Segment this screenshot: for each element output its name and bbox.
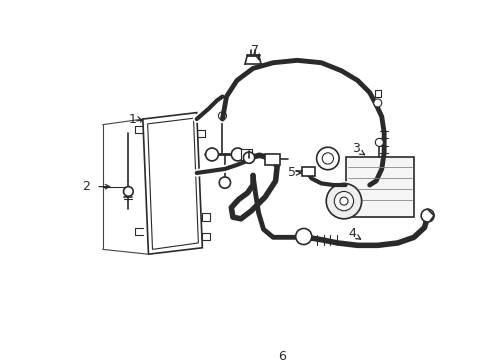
Text: 4: 4 [348, 227, 356, 240]
Text: 2: 2 [83, 180, 91, 193]
Circle shape [326, 183, 362, 219]
Circle shape [375, 138, 383, 147]
Text: 7: 7 [251, 44, 259, 57]
Circle shape [123, 186, 133, 196]
Circle shape [374, 99, 382, 107]
Circle shape [340, 197, 348, 205]
Circle shape [317, 147, 339, 170]
Bar [202, 213, 210, 221]
Bar [265, 154, 280, 165]
Circle shape [231, 148, 244, 161]
Circle shape [244, 152, 255, 163]
Circle shape [206, 148, 219, 161]
Bar [302, 167, 315, 176]
Circle shape [334, 192, 354, 211]
Bar [241, 149, 252, 160]
Text: 6: 6 [278, 350, 286, 360]
Circle shape [219, 177, 230, 188]
Bar [345, 157, 414, 217]
Bar [202, 233, 210, 240]
Text: 1: 1 [128, 113, 136, 126]
Circle shape [295, 229, 312, 244]
Text: 3: 3 [352, 142, 360, 155]
Circle shape [219, 112, 226, 120]
Circle shape [421, 209, 434, 222]
Circle shape [322, 153, 334, 164]
Text: 5: 5 [289, 166, 296, 179]
